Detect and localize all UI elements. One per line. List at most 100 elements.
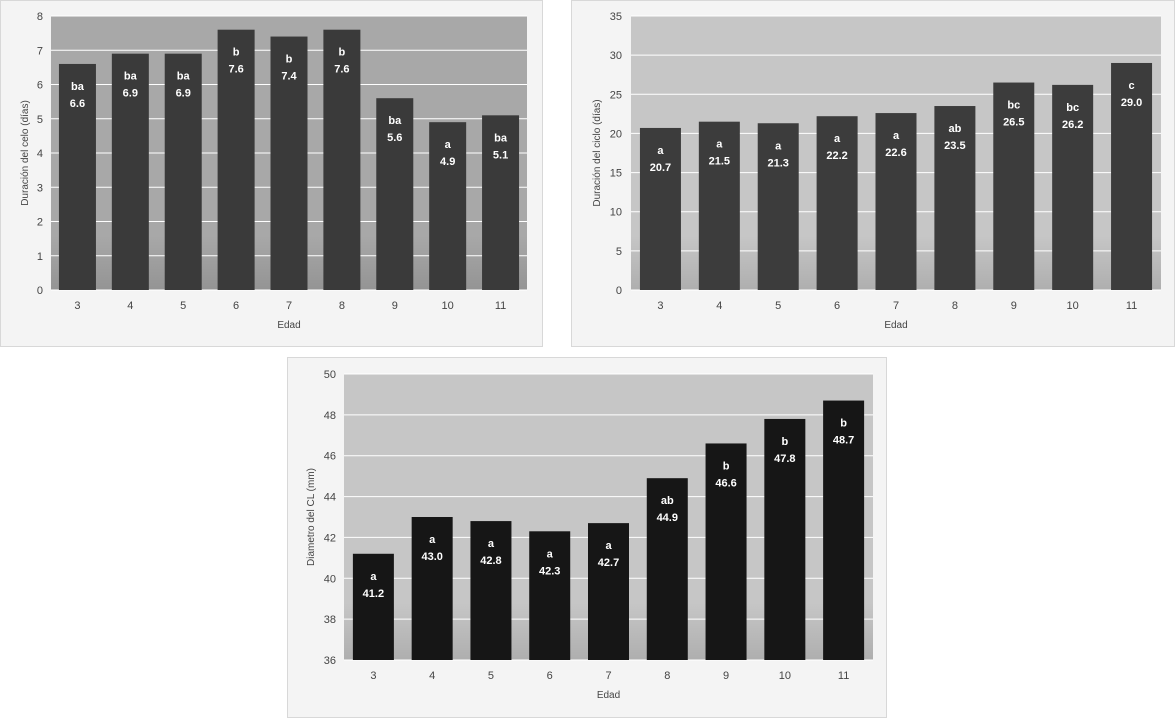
y-tick-label: 46 <box>324 451 336 463</box>
y-tick-label: 35 <box>610 11 622 23</box>
x-tick-label: 10 <box>442 300 454 312</box>
bar <box>411 517 453 660</box>
y-tick-label: 0 <box>37 285 43 297</box>
chart-diametro-cl: 36 38 40 42 44 46 48 50 a 41.2 3 a 43.0 4 a 42.8 5 a 42.3 6… <box>306 369 873 701</box>
x-tick-label: 8 <box>952 300 958 312</box>
bar <box>323 29 361 290</box>
significance-letter: b <box>233 47 240 59</box>
data-label: 22.2 <box>826 150 847 162</box>
data-label: 7.4 <box>281 71 297 83</box>
y-tick-label: 15 <box>610 168 622 180</box>
y-tick-label: 30 <box>610 50 622 62</box>
y-tick-label: 48 <box>324 410 336 422</box>
bar <box>875 113 917 291</box>
x-tick-label: 7 <box>605 670 611 682</box>
x-tick-label: 8 <box>339 300 345 312</box>
significance-letter: ba <box>124 71 138 83</box>
data-label: 4.9 <box>440 156 455 168</box>
bar <box>588 523 629 660</box>
data-label: 46.6 <box>715 477 736 489</box>
x-tick-label: 6 <box>834 300 840 312</box>
bar <box>482 115 520 290</box>
significance-letter: a <box>716 139 723 151</box>
data-label: 7.6 <box>228 64 243 76</box>
significance-letter: b <box>840 418 847 430</box>
x-axis-title: Edad <box>597 690 620 701</box>
data-label: 43.0 <box>421 551 442 563</box>
x-tick-label: 9 <box>392 300 398 312</box>
bar <box>816 116 858 290</box>
significance-letter: a <box>445 139 452 151</box>
x-tick-label: 4 <box>127 300 133 312</box>
significance-letter: b <box>723 460 730 472</box>
significance-letter: a <box>429 534 436 546</box>
data-label: 48.7 <box>833 435 854 447</box>
significance-letter: ba <box>71 81 85 93</box>
bar <box>705 443 747 660</box>
significance-letter: a <box>370 571 377 583</box>
y-tick-label: 42 <box>324 532 336 544</box>
bar <box>352 553 394 660</box>
x-tick-label: 11 <box>1126 300 1137 312</box>
significance-letter: bc <box>1066 102 1079 114</box>
data-label: 23.5 <box>944 140 965 152</box>
data-label: 21.5 <box>709 156 730 168</box>
significance-letter: ba <box>494 132 508 144</box>
bar <box>993 82 1035 291</box>
x-tick-label: 5 <box>180 300 186 312</box>
significance-letter: c <box>1128 80 1134 92</box>
bar <box>217 29 255 290</box>
x-tick-label: 4 <box>716 300 722 312</box>
y-tick-label: 4 <box>37 148 43 160</box>
y-tick-label: 36 <box>324 655 336 667</box>
chart-panel-celo: 0 1 2 3 4 5 6 7 8 ba 6.6 3 ba 6.9 4 ba 6.9 5 b 7.6 6 b 7.4 7 b 7.… <box>0 0 543 347</box>
y-tick-label: 40 <box>324 573 336 585</box>
x-tick-label: 3 <box>74 300 80 312</box>
data-label: 47.8 <box>774 453 795 465</box>
bar <box>529 531 571 660</box>
y-tick-label: 44 <box>324 492 336 504</box>
bar <box>270 36 308 290</box>
bar <box>1052 84 1094 291</box>
significance-letter: a <box>605 540 612 552</box>
data-label: 21.3 <box>768 157 789 169</box>
significance-letter: a <box>893 130 900 142</box>
significance-letter: ab <box>661 495 674 507</box>
significance-letter: a <box>488 538 495 550</box>
data-label: 7.6 <box>334 64 349 76</box>
y-tick-label: 20 <box>610 128 622 140</box>
y-tick-label: 50 <box>324 369 336 381</box>
bar <box>823 400 865 660</box>
significance-letter: ba <box>388 115 402 127</box>
significance-letter: b <box>781 436 788 448</box>
y-tick-label: 25 <box>610 89 622 101</box>
significance-letter: a <box>775 140 782 152</box>
x-tick-label: 3 <box>370 670 376 682</box>
x-tick-label: 10 <box>1067 300 1079 312</box>
significance-letter: b <box>339 47 346 59</box>
x-tick-label: 7 <box>286 300 292 312</box>
y-axis-title: Duración del celo (días) <box>20 100 31 206</box>
x-tick-label: 9 <box>723 670 729 682</box>
data-label: 44.9 <box>657 512 678 524</box>
significance-letter: a <box>657 145 664 157</box>
x-tick-label: 7 <box>893 300 899 312</box>
chart-panel-cl: 36 38 40 42 44 46 48 50 a 41.2 3 a 43.0 4 a 42.8 5 a 42.3 6… <box>287 357 887 718</box>
x-axis-title: Edad <box>884 320 907 331</box>
bar <box>376 98 414 290</box>
x-tick-label: 5 <box>775 300 781 312</box>
chart-duracion-celo: 0 1 2 3 4 5 6 7 8 ba 6.6 3 ba 6.9 4 ba 6.9 5 b 7.6 6 b 7.4 7 b 7.… <box>20 11 527 331</box>
significance-letter: ba <box>177 71 191 83</box>
significance-letter: a <box>834 133 841 145</box>
data-label: 6.6 <box>70 98 85 110</box>
chart-panel-ciclo: 0 5 10 15 20 25 30 35 a 20.7 3 a 21.5 4 a 21.3 5 a 22.2 6 a 2… <box>571 0 1175 347</box>
bar <box>764 418 806 660</box>
x-tick-label: 10 <box>779 670 791 682</box>
bar <box>470 521 512 660</box>
y-tick-label: 7 <box>37 45 43 57</box>
data-label: 42.8 <box>480 555 501 567</box>
data-label: 20.7 <box>650 162 671 174</box>
data-label: 5.1 <box>493 149 508 161</box>
chart-duracion-ciclo: 0 5 10 15 20 25 30 35 a 20.7 3 a 21.5 4 a 21.3 5 a 22.2 6 a 2… <box>592 11 1161 331</box>
bar <box>639 127 681 290</box>
